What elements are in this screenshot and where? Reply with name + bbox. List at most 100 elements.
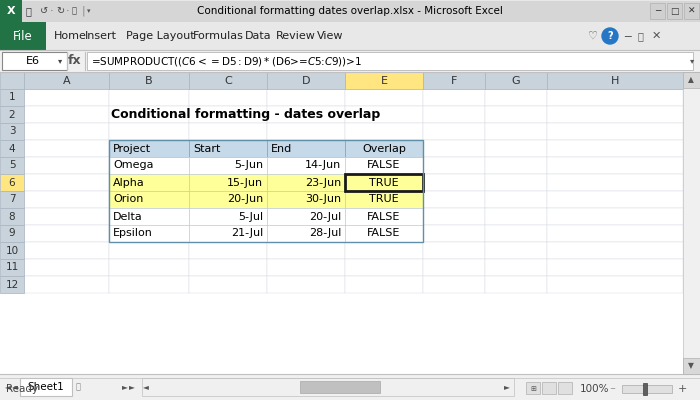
Bar xyxy=(142,378,514,396)
Text: Page Layout: Page Layout xyxy=(126,31,195,41)
Bar xyxy=(0,72,700,374)
Bar xyxy=(485,191,547,208)
Text: 5: 5 xyxy=(8,160,15,170)
Text: ▾: ▾ xyxy=(58,56,62,66)
Text: TRUE: TRUE xyxy=(369,178,399,188)
Bar xyxy=(24,208,109,225)
Bar xyxy=(189,174,267,191)
Bar xyxy=(345,174,423,191)
Text: E: E xyxy=(381,76,388,86)
Text: Orion: Orion xyxy=(113,194,144,204)
Bar xyxy=(24,276,109,293)
Text: End: End xyxy=(271,144,293,154)
Text: +: + xyxy=(678,384,687,394)
Bar xyxy=(0,89,24,106)
Bar xyxy=(189,89,267,106)
Bar xyxy=(24,140,109,157)
Text: Formulas: Formulas xyxy=(193,31,244,41)
Bar xyxy=(189,174,267,191)
Bar xyxy=(109,140,189,157)
Bar xyxy=(345,259,423,276)
Text: 10: 10 xyxy=(6,246,19,256)
Bar xyxy=(0,0,700,22)
Bar xyxy=(109,242,189,259)
Text: G: G xyxy=(512,76,520,86)
Bar xyxy=(345,123,423,140)
Bar xyxy=(267,276,345,293)
Bar xyxy=(109,208,189,225)
Bar xyxy=(267,72,345,89)
Bar xyxy=(547,191,683,208)
Bar xyxy=(0,259,24,276)
Bar xyxy=(24,106,109,123)
Bar xyxy=(109,191,189,208)
Bar xyxy=(0,242,24,259)
Text: 🖫: 🖫 xyxy=(26,6,32,16)
Bar xyxy=(547,276,683,293)
Text: 11: 11 xyxy=(6,262,19,272)
Bar xyxy=(423,174,485,191)
Bar xyxy=(423,72,485,89)
Bar xyxy=(267,191,345,208)
Text: B: B xyxy=(145,76,153,86)
Bar xyxy=(189,242,267,259)
Bar xyxy=(24,242,109,259)
Bar xyxy=(0,106,24,123)
Bar xyxy=(267,208,345,225)
Bar xyxy=(267,157,345,174)
Bar xyxy=(485,208,547,225)
Bar xyxy=(189,191,267,208)
Text: ·: · xyxy=(50,6,54,16)
Bar xyxy=(24,123,109,140)
Bar xyxy=(267,208,345,225)
Text: ▾: ▾ xyxy=(690,56,694,66)
Text: ─: ─ xyxy=(624,31,631,41)
Bar xyxy=(345,276,423,293)
Text: 23-Jun: 23-Jun xyxy=(304,178,341,188)
Bar xyxy=(0,174,24,191)
Bar xyxy=(189,276,267,293)
Text: File: File xyxy=(13,30,33,42)
Text: Omega: Omega xyxy=(113,160,153,170)
Text: ►: ► xyxy=(504,382,510,392)
Bar xyxy=(485,157,547,174)
Bar xyxy=(0,22,46,50)
Text: C: C xyxy=(224,76,232,86)
Bar xyxy=(189,157,267,174)
Bar xyxy=(485,123,547,140)
Bar xyxy=(87,52,693,70)
Text: 12: 12 xyxy=(6,280,19,290)
Bar xyxy=(345,140,423,157)
Bar xyxy=(189,157,267,174)
Text: Epsilon: Epsilon xyxy=(113,228,153,238)
Bar xyxy=(684,3,699,19)
Text: Home: Home xyxy=(54,31,87,41)
Text: TRUE: TRUE xyxy=(369,178,399,188)
Bar xyxy=(345,225,423,242)
Bar xyxy=(345,208,423,225)
Bar xyxy=(0,191,24,208)
Text: 21-Jul: 21-Jul xyxy=(231,228,263,238)
Text: X: X xyxy=(7,6,15,16)
Bar xyxy=(0,0,700,1)
Bar xyxy=(650,3,665,19)
Bar xyxy=(20,378,72,396)
Bar xyxy=(109,191,189,208)
Bar xyxy=(0,72,24,89)
Bar xyxy=(345,72,423,89)
Text: FALSE: FALSE xyxy=(368,212,400,222)
Text: 28-Jul: 28-Jul xyxy=(309,228,341,238)
Bar xyxy=(24,174,109,191)
Text: ▾: ▾ xyxy=(87,8,90,14)
Bar xyxy=(189,225,267,242)
Text: Review: Review xyxy=(276,31,316,41)
Bar xyxy=(485,174,547,191)
Bar xyxy=(423,157,485,174)
Bar xyxy=(267,123,345,140)
Bar xyxy=(2,52,67,70)
Bar xyxy=(547,72,683,89)
Bar xyxy=(189,208,267,225)
Text: Alpha: Alpha xyxy=(113,178,145,188)
Bar xyxy=(345,89,423,106)
Bar xyxy=(547,174,683,191)
